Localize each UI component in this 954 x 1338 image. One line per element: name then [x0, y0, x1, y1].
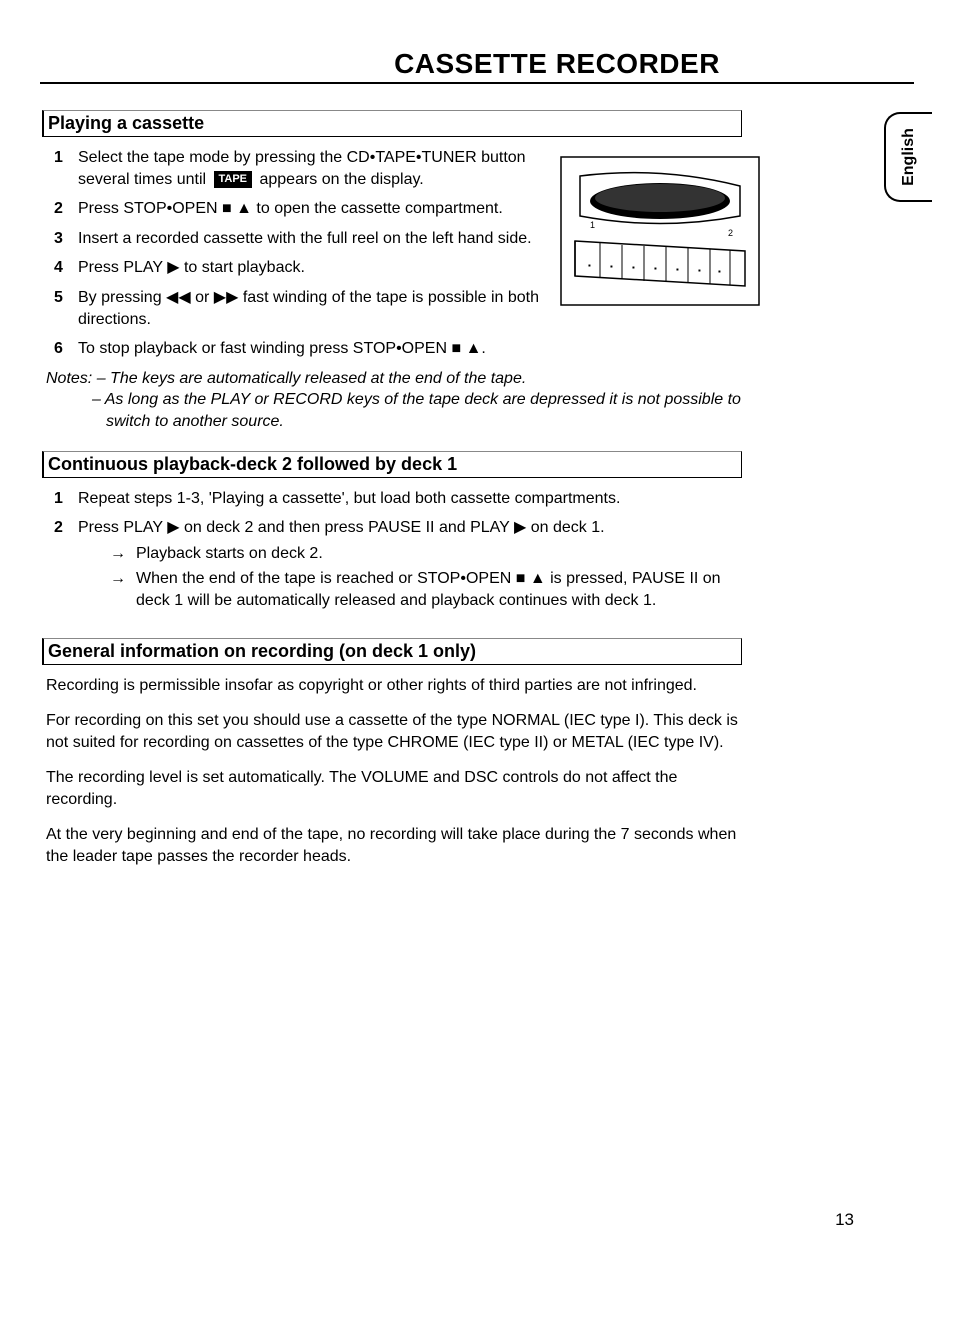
para-3: The recording level is set automatically…	[42, 767, 742, 810]
note-2: – As long as the PLAY or RECORD keys of …	[46, 389, 742, 432]
section-heading-continuous: Continuous playback-deck 2 followed by d…	[42, 451, 742, 478]
tape-badge-icon: TAPE	[214, 171, 253, 188]
notes-label: Notes:	[46, 370, 92, 387]
step-2: 2 Press STOP•OPEN ■ ▲ to open the casset…	[60, 198, 542, 220]
para-1: Recording is permissible insofar as copy…	[42, 675, 742, 697]
step-text-b: appears on the display.	[255, 171, 424, 188]
step-number: 1	[54, 488, 63, 510]
main-content: Playing a cassette 1 Select the tape mod…	[42, 110, 742, 882]
step-text: To stop playback or fast winding press S…	[78, 340, 486, 357]
step-number: 1	[54, 147, 63, 169]
step-number: 2	[54, 517, 63, 539]
title-underline	[40, 82, 914, 84]
step-c1: 1 Repeat steps 1-3, 'Playing a cassette'…	[60, 488, 742, 510]
step-text: Press PLAY ▶ on deck 2 and then press PA…	[78, 519, 605, 536]
language-tab: English	[884, 112, 932, 202]
step-4: 4 Press PLAY ▶ to start playback.	[60, 257, 542, 279]
step-1: 1 Select the tape mode by pressing the C…	[60, 147, 542, 190]
step-text: By pressing ◀◀ or ▶▶ fast winding of the…	[78, 289, 539, 328]
step-5: 5 By pressing ◀◀ or ▶▶ fast winding of t…	[60, 287, 542, 330]
step-text: Press STOP•OPEN ■ ▲ to open the cassette…	[78, 200, 503, 217]
step-c2: 2 Press PLAY ▶ on deck 2 and then press …	[60, 517, 742, 611]
sub-list: Playback starts on deck 2. When the end …	[78, 543, 742, 612]
step-3: 3 Insert a recorded cassette with the fu…	[60, 228, 542, 250]
step-number: 2	[54, 198, 63, 220]
step-number: 6	[54, 338, 63, 360]
step-6: 6 To stop playback or fast winding press…	[60, 338, 542, 360]
notes-block: Notes: – The keys are automatically rele…	[42, 368, 742, 433]
sub-item-1: Playback starts on deck 2.	[110, 543, 742, 565]
para-2: For recording on this set you should use…	[42, 710, 742, 753]
step-number: 3	[54, 228, 63, 250]
step-text: Insert a recorded cassette with the full…	[78, 230, 532, 247]
step-number: 5	[54, 287, 63, 309]
section-heading-playing: Playing a cassette	[42, 110, 742, 137]
step-text: Press PLAY ▶ to start playback.	[78, 259, 305, 276]
steps-continuous: 1 Repeat steps 1-3, 'Playing a cassette'…	[42, 488, 742, 612]
para-4: At the very beginning and end of the tap…	[42, 824, 742, 867]
page-title-container: CASSETTE RECORDER	[0, 48, 914, 80]
section-heading-recording: General information on recording (on dec…	[42, 638, 742, 665]
note-1: – The keys are automatically released at…	[97, 370, 527, 387]
page-title: CASSETTE RECORDER	[200, 48, 914, 80]
sub-item-2: When the end of the tape is reached or S…	[110, 568, 742, 611]
step-number: 4	[54, 257, 63, 279]
page-number: 13	[835, 1210, 854, 1230]
language-tab-label: English	[900, 128, 918, 186]
step-text: Repeat steps 1-3, 'Playing a cassette', …	[78, 490, 620, 507]
steps-playing: 1 Select the tape mode by pressing the C…	[42, 147, 542, 360]
